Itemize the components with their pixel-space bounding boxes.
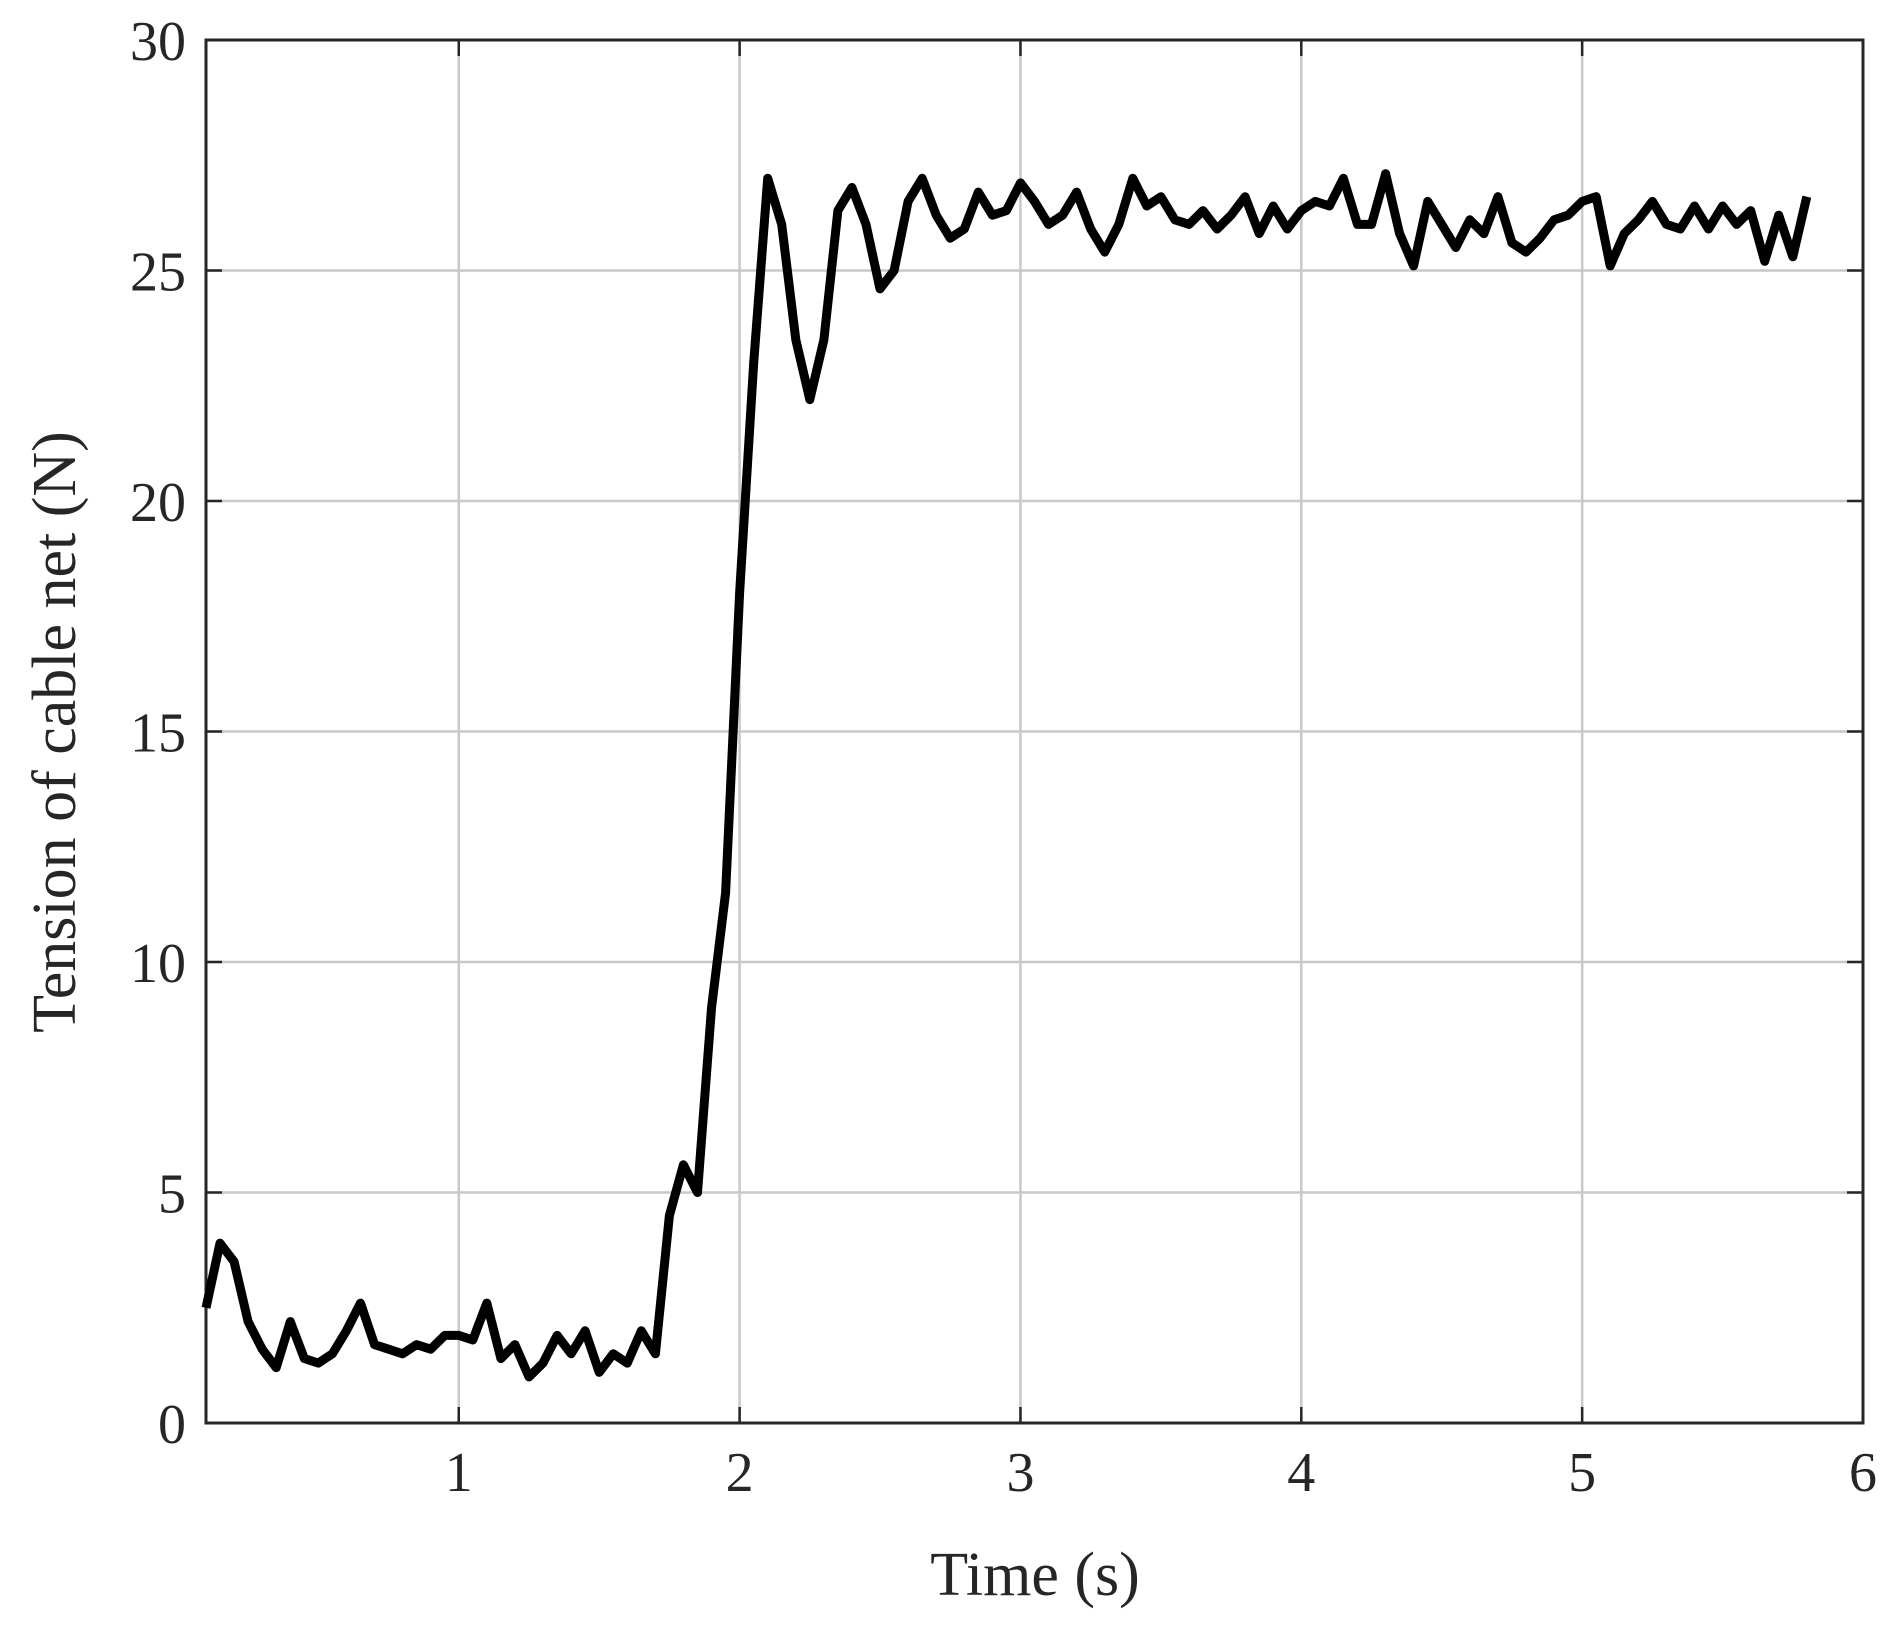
y-axis-label: Tension of cable net (N)	[21, 431, 89, 1033]
y-tick-label: 0	[158, 1394, 186, 1456]
plot-frame	[204, 38, 1865, 1425]
y-tick-label: 30	[130, 11, 186, 73]
y-tick-label: 15	[130, 703, 186, 765]
x-tick-label: 4	[1287, 1442, 1315, 1504]
x-tick-label: 2	[726, 1442, 754, 1504]
data-line	[201, 169, 1812, 1382]
y-tick-label: 20	[130, 472, 186, 534]
y-tick-label: 10	[130, 933, 186, 995]
y-tick-label: 25	[130, 242, 186, 304]
x-tick-label: 3	[1006, 1442, 1034, 1504]
x-tick-label: 1	[445, 1442, 473, 1504]
x-tick-label: 6	[1849, 1442, 1877, 1504]
x-tick-label: 5	[1568, 1442, 1596, 1504]
y-tick-label: 5	[158, 1164, 186, 1226]
x-axis-label: Time (s)	[930, 1541, 1140, 1609]
